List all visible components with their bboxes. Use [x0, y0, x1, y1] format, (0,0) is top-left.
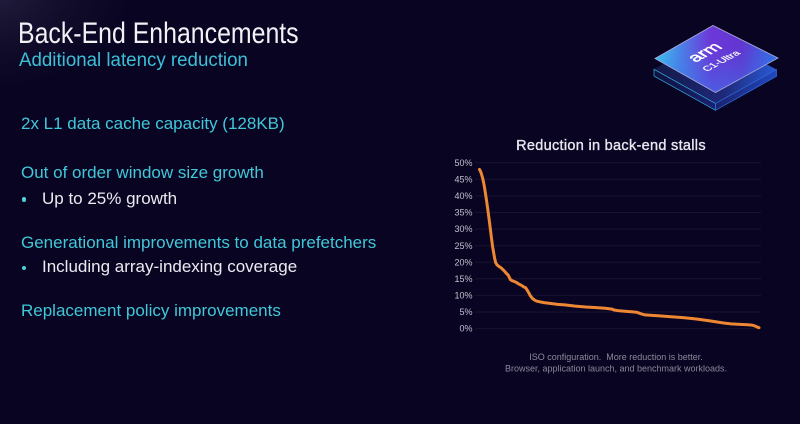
- svg-text:Reduction in back-end stalls: Reduction in back-end stalls: [516, 138, 706, 154]
- svg-text:30%: 30%: [454, 224, 472, 234]
- svg-text:25%: 25%: [454, 241, 472, 251]
- svg-text:Browser, application launch, a: Browser, application launch, and benchma…: [505, 364, 727, 374]
- svg-text:20%: 20%: [454, 257, 472, 267]
- svg-text:40%: 40%: [454, 191, 472, 201]
- svg-text:15%: 15%: [454, 274, 472, 284]
- svg-text:35%: 35%: [454, 208, 472, 218]
- svg-text:ISO configuration. More reduc: ISO configuration. More reduction is bet…: [529, 352, 703, 362]
- svg-text:10%: 10%: [454, 291, 472, 301]
- svg-text:45%: 45%: [454, 174, 472, 184]
- svg-text:50%: 50%: [454, 158, 472, 168]
- svg-text:0%: 0%: [459, 324, 472, 334]
- svg-text:5%: 5%: [459, 307, 472, 317]
